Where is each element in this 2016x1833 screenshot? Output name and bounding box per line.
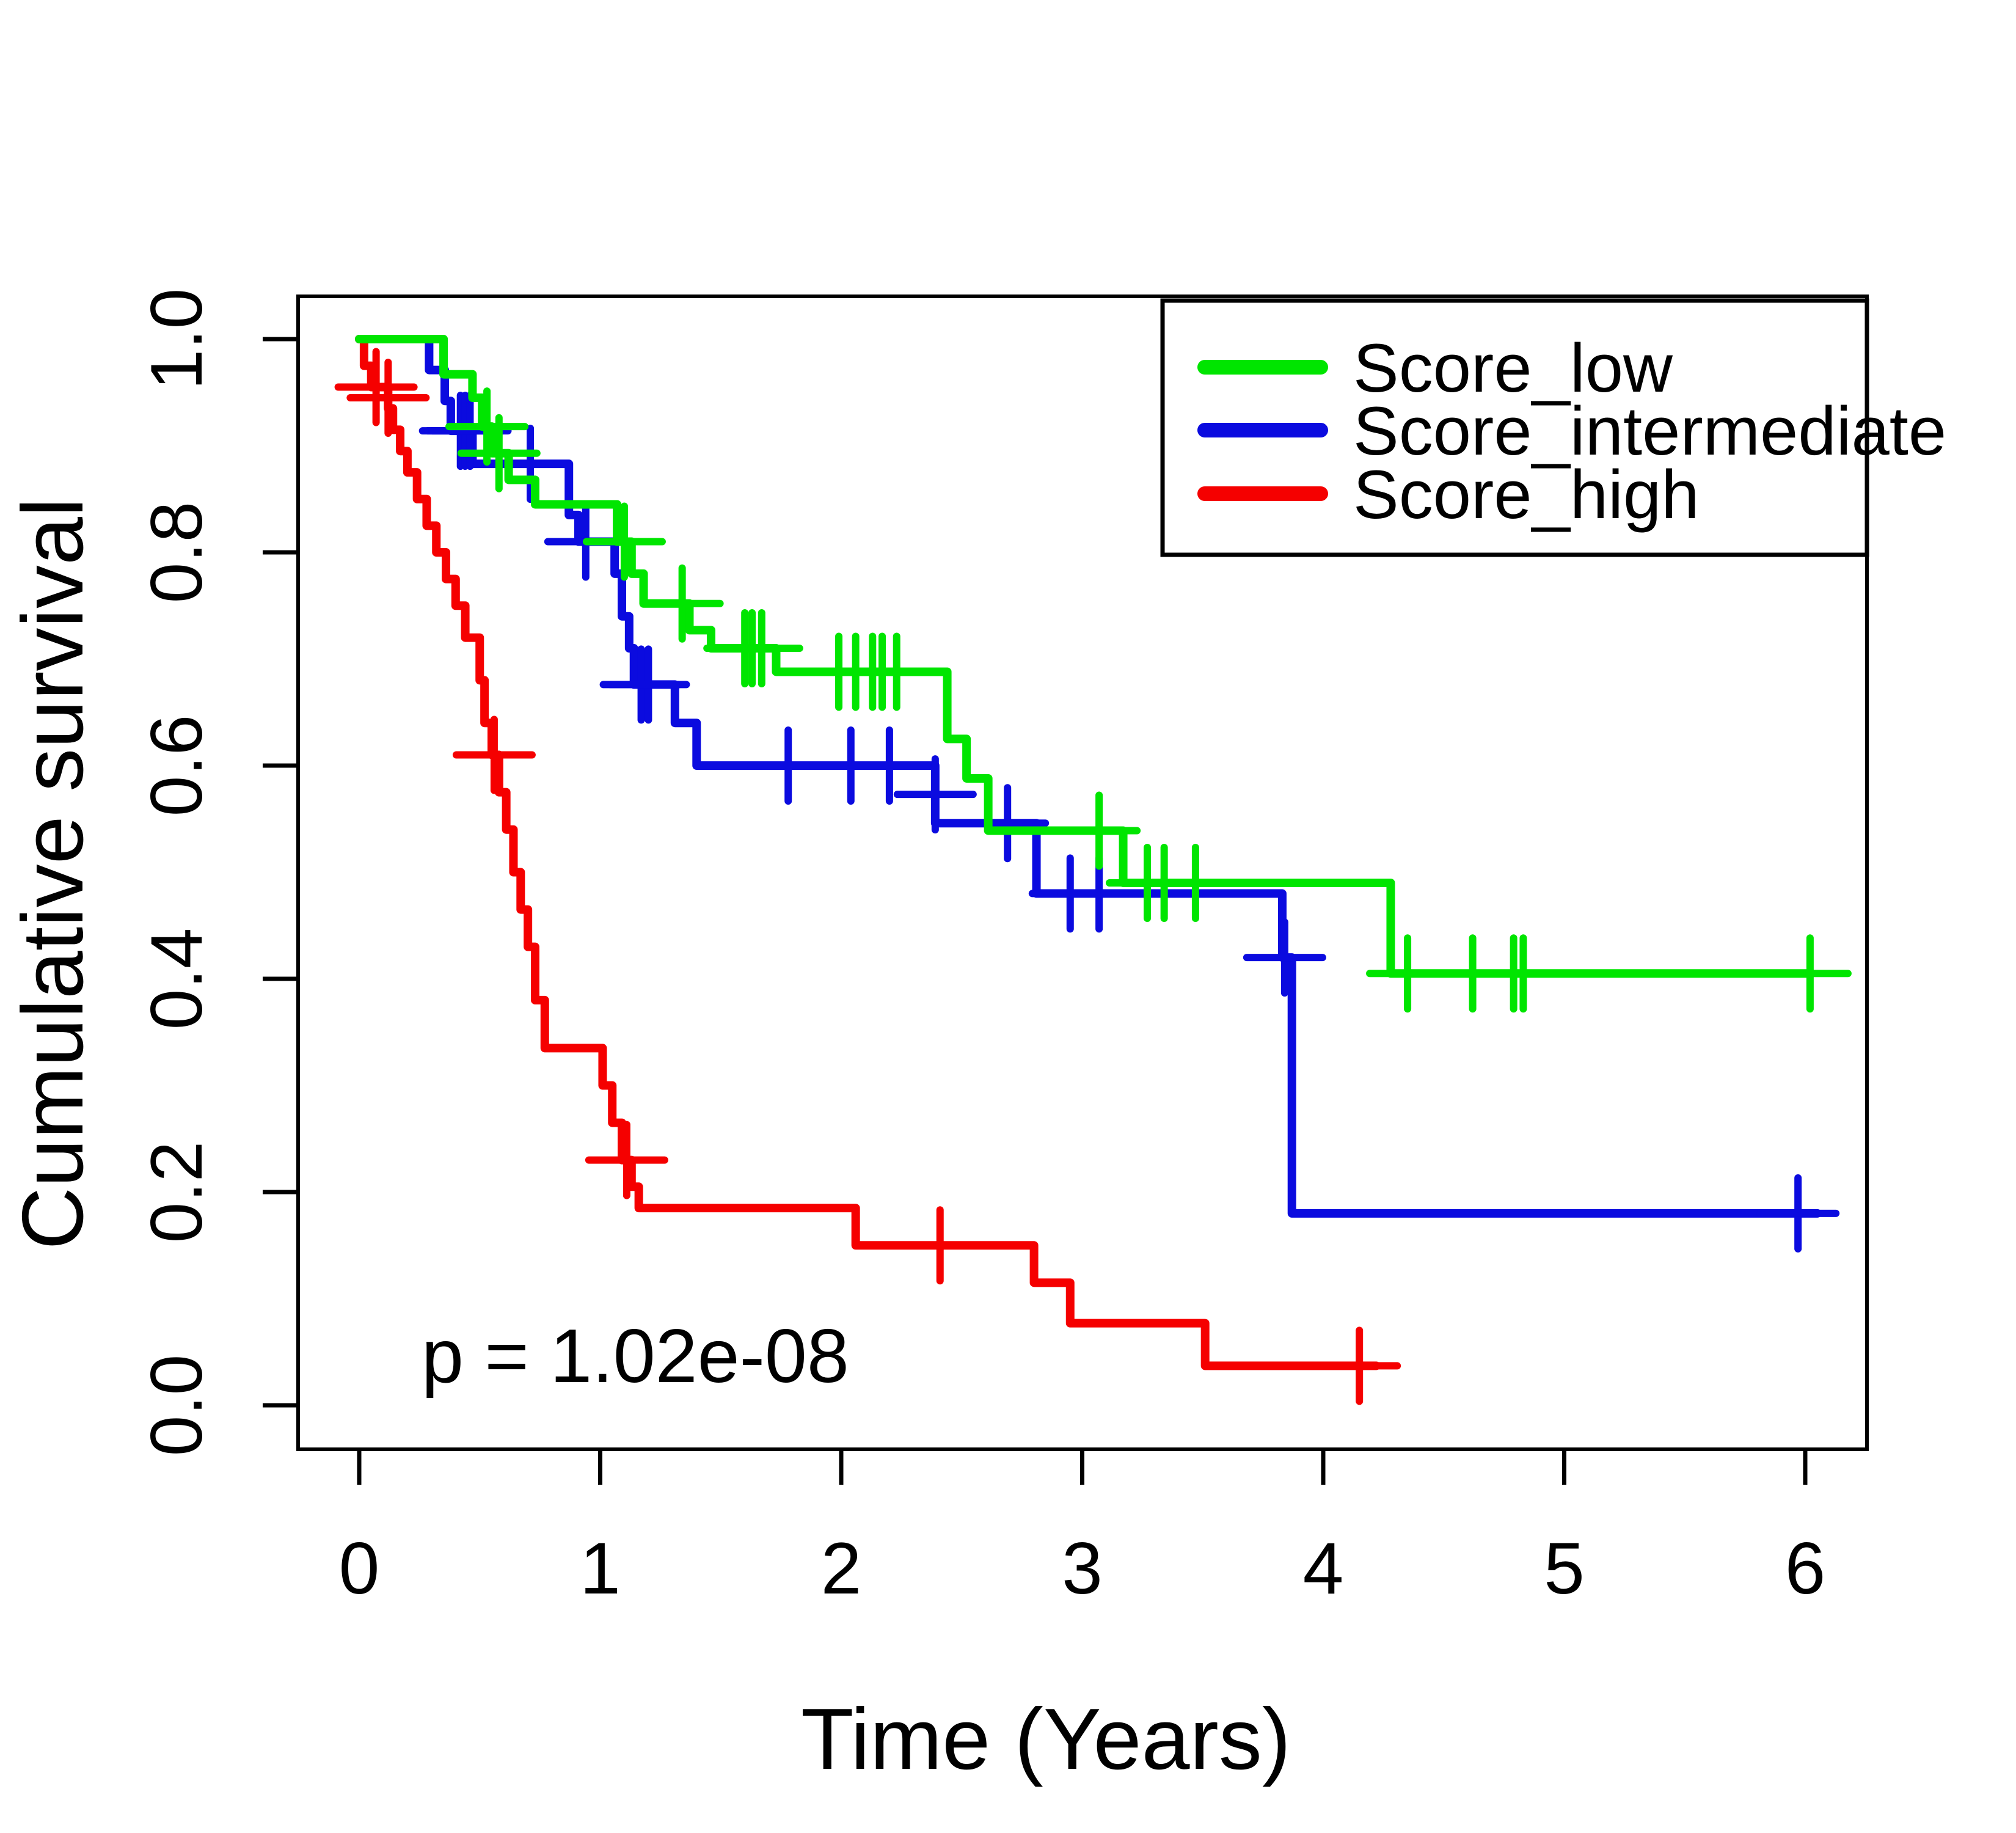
y-axis-tick-label: 0.8 [136, 502, 217, 604]
legend-label-score_low: Score_low [1353, 330, 1673, 406]
x-axis-tick-label: 0 [339, 1528, 380, 1609]
x-axis-tick-label: 4 [1303, 1528, 1344, 1609]
legend-label-score_intermediate: Score_intermediate [1353, 393, 1946, 469]
p-value-annotation: p = 1.02e-08 [422, 1314, 849, 1399]
km-curve-score_intermediate [355, 335, 1822, 1218]
x-axis-tick-label: 6 [1785, 1528, 1826, 1609]
y-axis-tick-label: 0.4 [136, 928, 217, 1030]
y-axis-tick-label: 1.0 [136, 288, 217, 390]
x-axis-tick-label: 2 [821, 1528, 862, 1609]
x-axis-title: Time (Years) [801, 1691, 1291, 1788]
km-curve-score_low [355, 335, 1814, 978]
x-axis-tick-label: 1 [580, 1528, 621, 1609]
x-axis-tick-label: 5 [1544, 1528, 1585, 1609]
legend-label-score_high: Score_high [1353, 456, 1700, 533]
y-axis-tick-label: 0.2 [136, 1141, 217, 1243]
km-curve-score_high [355, 335, 1381, 1370]
x-axis-tick-label: 3 [1062, 1528, 1103, 1609]
y-axis-tick-label: 0.6 [136, 715, 217, 817]
y-axis-tick-label: 0.0 [136, 1355, 217, 1457]
y-axis-title: Cumulative survival [4, 497, 101, 1249]
